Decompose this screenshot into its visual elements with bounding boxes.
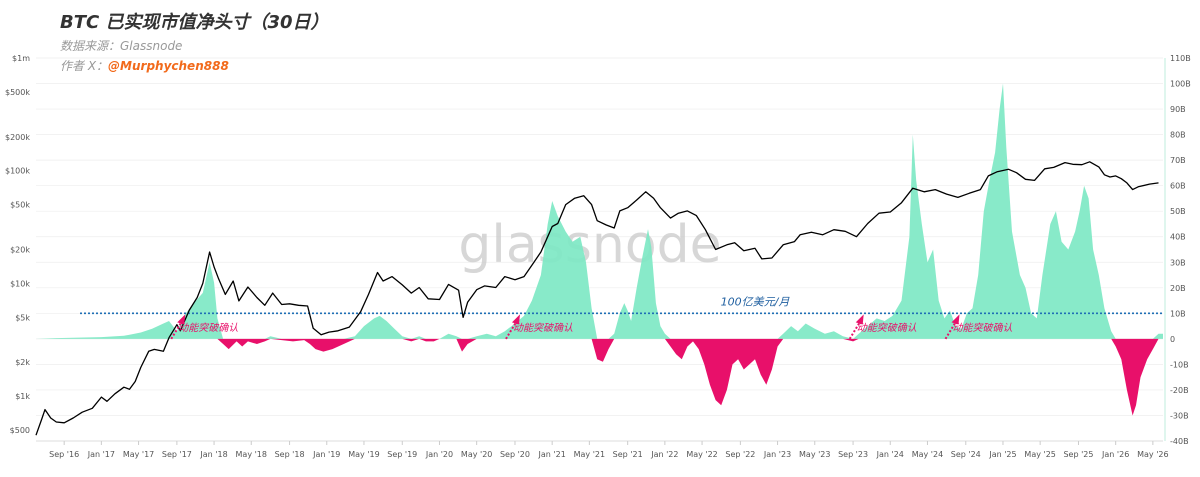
x-tick-label: May '24 (912, 450, 943, 459)
chart-title: BTC 已实现市值净头寸（30日） (60, 12, 329, 33)
right-tick-label: -30B (1170, 411, 1189, 420)
breakout-annotation: 动能突破确认 (170, 314, 238, 340)
annotation-label: 动能突破确认 (953, 322, 1013, 334)
x-tick-label: Jan '19 (312, 450, 340, 459)
x-tick-label: Sep '19 (387, 450, 417, 459)
chart-header: BTC 已实现市值净头寸（30日） 数据来源：Glassnode 作者 X：@M… (60, 10, 329, 76)
x-tick-label: Sep '25 (1063, 450, 1093, 459)
x-tick-label: Sep '20 (500, 450, 530, 459)
x-tick-label: Jan '21 (538, 450, 566, 459)
right-tick-label: 50B (1170, 207, 1186, 216)
x-tick-label: Jan '26 (1101, 450, 1129, 459)
right-tick-label: -20B (1170, 386, 1189, 395)
right-tick-label: 60B (1170, 182, 1186, 191)
author-handle[interactable]: @Murphychen888 (108, 59, 229, 73)
x-tick-label: Jan '20 (425, 450, 453, 459)
x-tick-label: May '18 (236, 450, 267, 459)
x-axis: Sep '16 Jan '17 May '17 Sep '17 Jan '18 May '… (36, 440, 1169, 459)
x-tick-label: Jan '22 (650, 450, 678, 459)
annotations: 动能突破确认 动能突破确认 动能突破确认 动能突破确认 (170, 314, 1013, 340)
right-tick-label: -10B (1170, 360, 1189, 369)
right-tick-label: 10B (1170, 309, 1186, 318)
x-tick-label: Sep '24 (951, 450, 981, 459)
price-line (35, 161, 1159, 436)
right-tick-label: 100B (1170, 80, 1191, 89)
annotation-label: 动能突破确认 (857, 322, 917, 334)
annotation-arrow (170, 321, 183, 340)
left-tick-label: $20k (10, 246, 30, 255)
left-tick-label: $1k (15, 392, 30, 401)
x-tick-label: May '26 (1137, 450, 1168, 459)
right-tick-label: -40B (1170, 437, 1189, 446)
watermark: glassnode (458, 215, 721, 275)
price-line-group (35, 161, 1159, 436)
x-tick-label: Sep '18 (275, 450, 305, 459)
x-tick-label: May '17 (123, 450, 154, 459)
x-tick-label: Sep '16 (49, 450, 79, 459)
reference-line-label: 100亿美元/月 (721, 295, 791, 308)
annotation-arrow (848, 321, 861, 340)
right-tick-label: 110B (1170, 54, 1191, 63)
x-tick-label: May '21 (574, 450, 605, 459)
x-tick-label: Jan '23 (763, 450, 791, 459)
annotation-label: 动能突破确认 (178, 322, 238, 334)
left-tick-label: $10k (10, 279, 30, 288)
annotation-arrowhead (177, 314, 186, 325)
author-prefix: 作者 X： (60, 59, 109, 73)
left-tick-label: $100k (5, 167, 30, 176)
left-tick-label: $1m (12, 54, 30, 63)
breakout-annotation: 动能突破确认 (505, 314, 573, 340)
positive-net-area (36, 83, 1163, 339)
breakout-annotation: 动能突破确认 (944, 314, 1013, 340)
annotation-label: 动能突破确认 (513, 322, 573, 334)
x-tick-label: Jan '18 (199, 450, 227, 459)
chart-author: 作者 X：@Murphychen888 (60, 56, 329, 76)
annotation-arrowhead (511, 314, 520, 325)
net-position-areas (36, 83, 1163, 416)
negative-net-area (36, 338, 1163, 416)
right-axis: 110B 100B 90B 80B 70B 60B 50B 40B 30B 20B 10B 0 -10B… (1164, 54, 1191, 446)
annotation-arrowhead (855, 314, 864, 325)
x-tick-label: Sep '22 (725, 450, 755, 459)
left-tick-label: $50k (10, 201, 30, 210)
annotation-arrowhead (951, 314, 960, 325)
right-tick-label: 20B (1170, 284, 1186, 293)
left-tick-label: $200k (5, 133, 30, 142)
right-tick-label: 90B (1170, 105, 1186, 114)
x-tick-label: Jan '25 (988, 450, 1016, 459)
x-tick-label: May '20 (461, 450, 492, 459)
x-tick-label: May '23 (799, 450, 830, 459)
right-tick-label: 70B (1170, 156, 1186, 165)
reference-line-group: 100亿美元/月 (80, 295, 1163, 315)
x-tick-label: Jan '24 (876, 450, 904, 459)
annotation-arrow (505, 321, 517, 340)
breakout-annotation: 动能突破确认 (848, 314, 917, 340)
annotation-arrow (944, 321, 957, 340)
x-tick-label: Sep '23 (838, 450, 868, 459)
left-tick-label: $500k (5, 88, 30, 97)
x-tick-label: Jan '17 (87, 450, 115, 459)
right-tick-label: 30B (1170, 258, 1186, 267)
left-tick-label: $2k (15, 358, 30, 367)
x-tick-label: May '19 (348, 450, 379, 459)
right-tick-label: 40B (1170, 233, 1186, 242)
x-tick-label: Sep '21 (613, 450, 643, 459)
right-tick-label: 80B (1170, 131, 1186, 140)
left-tick-label: $5k (15, 313, 30, 322)
left-axis: $500 $1k $2k $5k $10k $20k $50k $100k $200k $500k… (5, 54, 30, 435)
chart-source: 数据来源：Glassnode (60, 39, 183, 53)
left-tick-label: $500 (10, 426, 30, 435)
x-tick-label: Sep '17 (162, 450, 192, 459)
x-tick-label: May '25 (1024, 450, 1055, 459)
x-tick-label: May '22 (686, 450, 717, 459)
right-tick-label: 0 (1170, 335, 1175, 344)
